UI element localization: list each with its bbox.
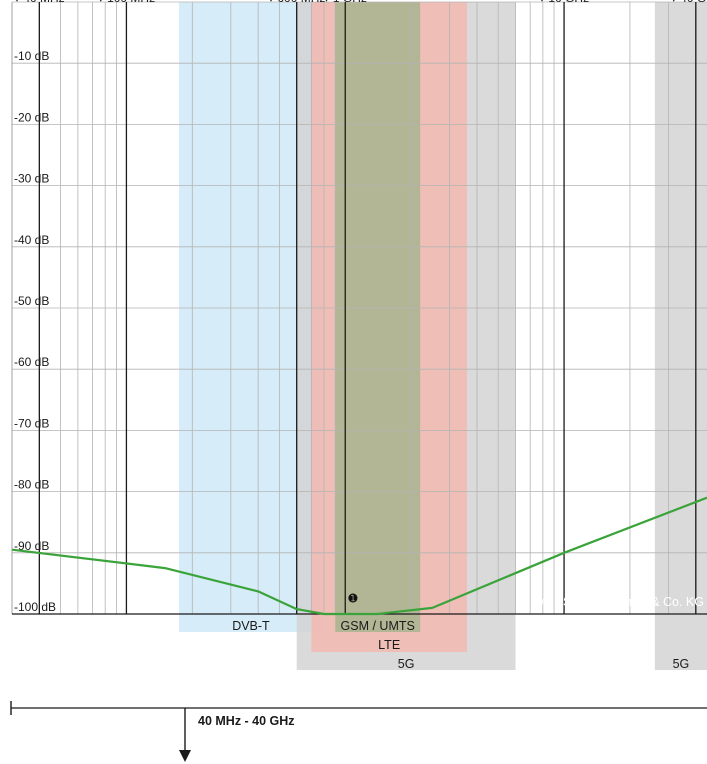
y-axis-tick-labels: -10 dB -20 dB -30 dB -40 dB -50 dB -60 dB -70 … <box>14 49 56 614</box>
range-down-arrow-icon <box>179 750 191 762</box>
marker-label: ▾ 40 GHz <box>671 0 707 5</box>
marker-label: ▾ 40 MHz <box>14 0 65 5</box>
y-tick-label: -40 dB <box>14 233 49 247</box>
y-tick-label: -10 dB <box>14 49 49 63</box>
y-tick-label: -90 dB <box>14 539 49 553</box>
band-gsm-umts <box>335 2 421 632</box>
copyright-watermark: © YSHIELD GmbH & Co. KG <box>542 595 704 609</box>
y-tick-label: -50 dB <box>14 294 49 308</box>
attenuation-curve <box>11 496 707 616</box>
band-label: GSM / UMTS <box>341 619 415 633</box>
band-label: 5G <box>398 657 415 671</box>
reference-marker-1: ➊ <box>348 592 358 605</box>
marker-label: ▾ 600 MHz <box>268 0 325 5</box>
marker-label: ▾ 100 MHz <box>98 0 155 5</box>
series-line <box>11 496 707 616</box>
band-label: 5G <box>673 657 690 671</box>
y-tick-label: -80 dB <box>14 478 49 492</box>
y-tick-label: -70 dB <box>14 416 49 430</box>
band-label: LTE <box>378 638 400 652</box>
band-5g <box>654 2 707 670</box>
frequency-bands <box>179 2 707 670</box>
y-tick-label: -20 dB <box>14 110 49 124</box>
top-frequency-markers: ▾ 40 MHz ▾ 100 MHz ▾ 600 MHz▾ 1 GHz ▾ 10 GH… <box>14 0 707 614</box>
y-tick-label: -100 dB <box>14 600 56 614</box>
marker-label: ▾ 10 GHz <box>539 0 589 5</box>
band-labels: DVB-T 5G LTE GSM / UMTS 5G <box>232 619 689 671</box>
y-tick-label: -30 dB <box>14 172 49 186</box>
y-tick-label: -60 dB <box>14 355 49 369</box>
measuring-range-label: 40 MHz - 40 GHz <box>198 714 295 728</box>
band-label: DVB-T <box>232 619 270 633</box>
marker-label: ▾ 1 GHz <box>324 0 367 5</box>
